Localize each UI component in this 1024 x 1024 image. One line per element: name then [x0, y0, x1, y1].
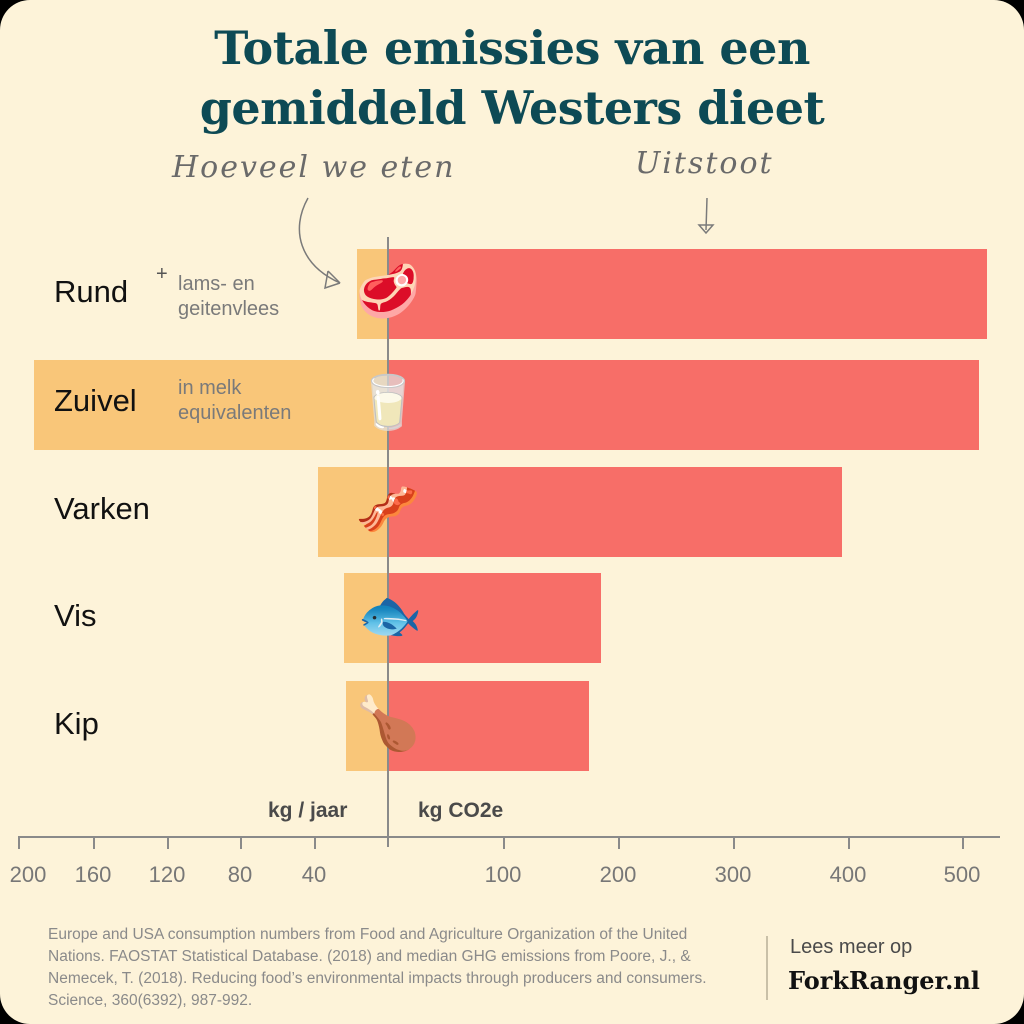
tick-label: 300 [714, 862, 752, 887]
tick-400-right [848, 836, 850, 849]
note-plus-sign: + [156, 263, 168, 285]
tick-label: 200 [9, 862, 47, 887]
note-rund-line2: geitenvlees [178, 298, 280, 320]
tick-label: 40 [301, 862, 327, 887]
bar-consumption-zuivel [34, 360, 388, 450]
tick-40-left [314, 836, 316, 849]
tick-200-right [618, 836, 620, 849]
bar-consumption-rund [357, 249, 388, 339]
zero-axis-line [387, 237, 389, 847]
read-more-label: Lees meer op [790, 936, 913, 958]
category-label-zuivel: Zuivel [54, 383, 137, 418]
tick-80-left [240, 836, 242, 849]
title-line-2: gemiddeld Westers dieet [199, 81, 825, 135]
tick-500-right [962, 836, 964, 849]
bar-emission-rund [388, 249, 987, 339]
note-zuivel: in melk equivalenten [178, 376, 291, 426]
steak-icon: 🥩 [355, 264, 421, 321]
poultry-leg-icon: 🍗 [355, 696, 421, 753]
category-label-varken: Varken [54, 491, 150, 526]
tick-100-right [503, 836, 505, 849]
tick-120-left [167, 836, 169, 849]
note-rund: lams- en geitenvlees [178, 272, 279, 322]
tick-label: 80 [227, 862, 253, 887]
tick-label: 100 [484, 862, 522, 887]
footer-divider [766, 936, 768, 1000]
annotation-emissions: Uitstoot [635, 146, 774, 181]
tick-label: 500 [943, 862, 981, 887]
annotation-consumption: Hoeveel we eten [172, 150, 456, 185]
bar-consumption-varken [318, 467, 388, 557]
fish-icon: 🐟 [357, 588, 423, 645]
category-label-rund: Rund [54, 274, 129, 309]
source-citation: Europe and USA consumption numbers from … [48, 926, 707, 1009]
note-zuivel-line2: equivalenten [178, 402, 292, 424]
note-zuivel-line1: in melk [178, 377, 242, 399]
brand-link[interactable]: ForkRanger.nl [788, 966, 980, 995]
category-label-vis: Vis [54, 598, 97, 633]
note-rund-line1: lams- en [178, 273, 255, 295]
chart-title: Totale emissies van een gemiddeld Wester… [0, 18, 1024, 138]
right-axis-unit: kg CO2e [418, 799, 504, 822]
x-axis-line [18, 836, 1000, 838]
tick-label: 160 [74, 862, 112, 887]
tick-160-left [93, 836, 95, 849]
bar-emission-kip [388, 681, 589, 771]
tick-label: 200 [599, 862, 637, 887]
bacon-icon: 🥓 [355, 482, 421, 539]
tick-label: 120 [148, 862, 186, 887]
bar-emission-zuivel [388, 360, 979, 450]
bar-emission-varken [388, 467, 842, 557]
bar-consumption-kip [346, 681, 388, 771]
title-line-1: Totale emissies van een [214, 21, 810, 75]
bar-consumption-vis [344, 573, 388, 663]
category-label-kip: Kip [54, 706, 99, 741]
tick-label: 400 [829, 862, 867, 887]
tick-200-left [18, 836, 20, 849]
left-axis-unit: kg / jaar [268, 799, 348, 822]
bar-emission-vis [388, 573, 601, 663]
milk-glass-icon: 🥛 [355, 375, 421, 432]
tick-300-right [733, 836, 735, 849]
